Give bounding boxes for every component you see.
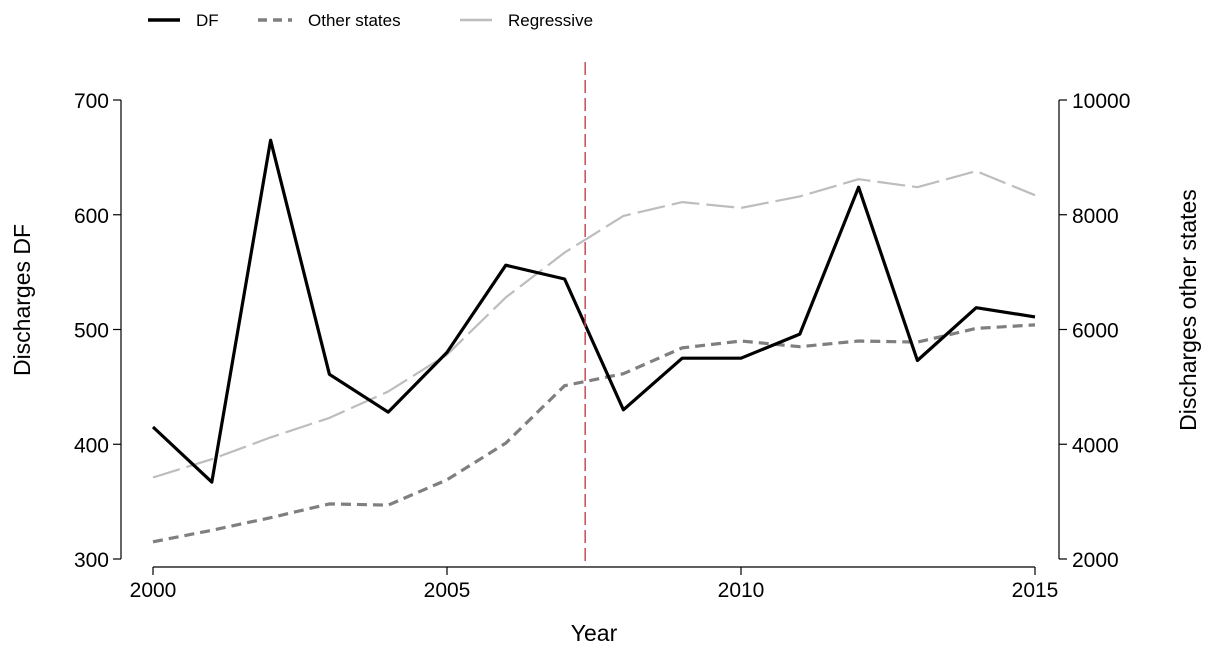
series-line-other-states: [152, 323, 1036, 544]
x-tick-label: 2000: [130, 579, 177, 602]
legend-label-regressive: Regressive: [508, 11, 593, 30]
series-line-df: [151, 138, 1036, 484]
x-tick-label: 2010: [718, 579, 765, 602]
y-left-tick-label: 700: [74, 90, 109, 113]
y-left-tick-label: 300: [74, 549, 109, 572]
x-axis-title: Year: [571, 620, 618, 646]
x-tick-label: 2005: [424, 579, 471, 602]
y-right-tick-label: 4000: [1072, 434, 1119, 457]
legend-label-df: DF: [196, 11, 219, 30]
y-left-tick-label: 500: [74, 320, 109, 343]
x-tick-label: 2015: [1012, 579, 1059, 602]
y-right-tick-label: 8000: [1072, 205, 1119, 228]
y-left-tick-label: 400: [74, 434, 109, 457]
y-right-tick-label: 6000: [1072, 320, 1119, 343]
legend: DF Other states Regressive: [148, 11, 593, 30]
series-layer: [151, 138, 1036, 544]
legend-label-other-states: Other states: [308, 11, 401, 30]
y-left-tick-label: 600: [74, 205, 109, 228]
y-axis-left-title: Discharges DF: [9, 224, 35, 376]
ticks: 2000 2005 2010 2015 300 400 500 600 700 2000 4000 6…: [74, 90, 1130, 602]
y-axis-right-title: Discharges other states: [1175, 189, 1201, 431]
y-right-tick-label: 10000: [1072, 90, 1130, 113]
y-right-tick-label: 2000: [1072, 549, 1119, 572]
series-line-regressive: [152, 170, 1036, 479]
